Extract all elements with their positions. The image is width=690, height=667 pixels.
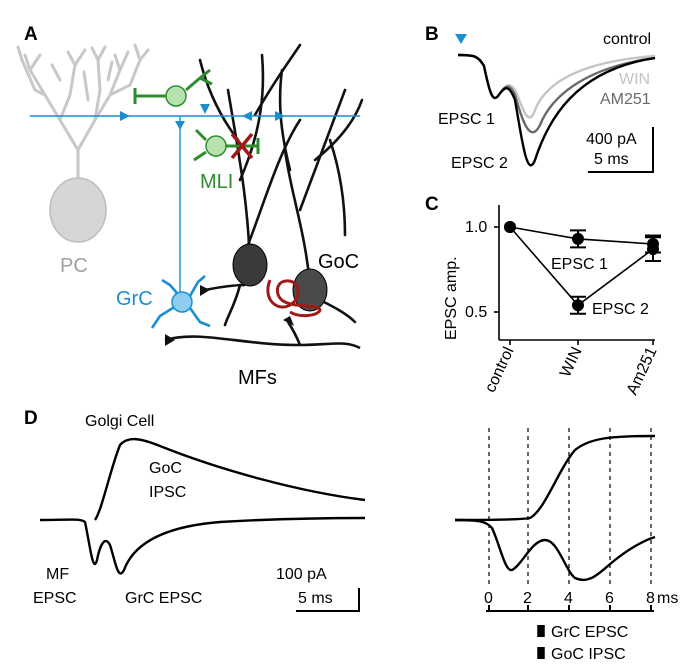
golgi-cell-label: Golgi Cell	[85, 413, 154, 430]
timing-gridlines	[488, 428, 652, 588]
c-epsc1-label: EPSC 1	[551, 256, 608, 273]
mf-terminal-goc	[283, 316, 294, 326]
time-tick-0: 0	[484, 590, 493, 607]
c-xtick-1: control	[482, 345, 518, 396]
panel-a-label: A	[24, 24, 38, 45]
parallel-fiber	[30, 115, 360, 300]
pf-arrow-goc2	[275, 111, 285, 121]
legend-goc-ipsc: GoC IPSC	[551, 646, 626, 663]
time-tick-8: 8	[646, 590, 655, 607]
block-x-icon	[230, 132, 254, 160]
time-tick-2: 2	[523, 590, 532, 607]
c-plot-area	[504, 221, 661, 315]
time-tick-6: 6	[605, 590, 614, 607]
c-point-2-2	[572, 299, 584, 312]
pc-label: PC	[60, 255, 88, 277]
golgi-soma-2	[292, 268, 328, 312]
c-point-1-2	[572, 232, 584, 245]
scale-bar-b	[588, 127, 654, 173]
goc-ipsc-range	[537, 647, 545, 659]
panel-c-label: C	[425, 194, 439, 215]
pf-arrow-pc	[120, 111, 130, 121]
c-epsc2-label: EPSC 2	[592, 301, 649, 318]
granule-soma	[171, 291, 193, 313]
epsc2-label-b: EPSC 2	[451, 155, 508, 172]
pf-arrow-mli1	[200, 104, 210, 114]
epsc1-label-b: EPSC 1	[438, 111, 495, 128]
stim-marker-icon	[455, 34, 467, 44]
mli-cell-1	[133, 68, 213, 104]
c-ytick-1: 1.0	[465, 219, 487, 236]
pf-arrow-goc	[242, 111, 252, 121]
legend-grc-epsc: GrC EPSC	[551, 624, 628, 641]
mossy-fiber	[164, 335, 361, 350]
grc-label: GrC	[116, 288, 153, 310]
c-ylabel: EPSC amp.	[443, 256, 460, 340]
legend-control: control	[603, 31, 651, 48]
scale-time-d: 5 ms	[298, 590, 333, 607]
time-tick-4: 4	[564, 590, 573, 607]
goc-ipsc-label-1: GoC	[149, 460, 182, 477]
scale-amp-d: 100 pA	[276, 566, 327, 583]
golgi-soma-1	[232, 243, 268, 287]
grc-epsc-range	[537, 625, 545, 637]
grc-epsc-trace-zoom	[454, 518, 656, 582]
inhibitory-loop	[266, 279, 322, 318]
purkinje-cell	[16, 43, 150, 187]
mf-label: MFs	[238, 367, 277, 389]
scale-amp-b: 400 pA	[586, 131, 637, 148]
legend-am251: AM251	[600, 91, 651, 108]
mf-epsc-label-2: EPSC	[33, 590, 77, 607]
scale-bar-d	[296, 588, 360, 612]
grc-epsc-trace	[39, 516, 366, 575]
mf-terminal-grc	[165, 334, 175, 346]
pf-arrow-mli2	[175, 121, 185, 130]
goc-ipsc-label-2: IPSC	[149, 484, 186, 501]
c-point-2-1	[504, 221, 516, 233]
epsc-traces	[457, 53, 656, 167]
panel-b-label: B	[425, 24, 439, 45]
c-xtick-3: Am251	[624, 344, 661, 397]
goc-label: GoC	[318, 251, 359, 273]
mf-epsc-label-1: MF	[46, 566, 69, 583]
mli-soma-1	[165, 85, 187, 107]
mli-soma-2	[205, 135, 227, 157]
legend-win: WIN	[619, 71, 650, 88]
mli-label: MLI	[200, 171, 233, 193]
purkinje-soma	[49, 177, 107, 243]
goc-ipsc-trace	[93, 437, 366, 521]
panel-d-label: D	[24, 408, 38, 429]
grc-epsc-label-d: GrC EPSC	[125, 590, 202, 607]
goc-ipsc-trace-zoom	[454, 434, 656, 522]
c-xtick-2: WIN	[557, 345, 586, 380]
c-point-2-3	[647, 243, 659, 256]
time-unit: ms	[657, 590, 678, 607]
c-ytick-2: 0.5	[465, 304, 487, 321]
scale-time-b: 5 ms	[594, 151, 629, 168]
